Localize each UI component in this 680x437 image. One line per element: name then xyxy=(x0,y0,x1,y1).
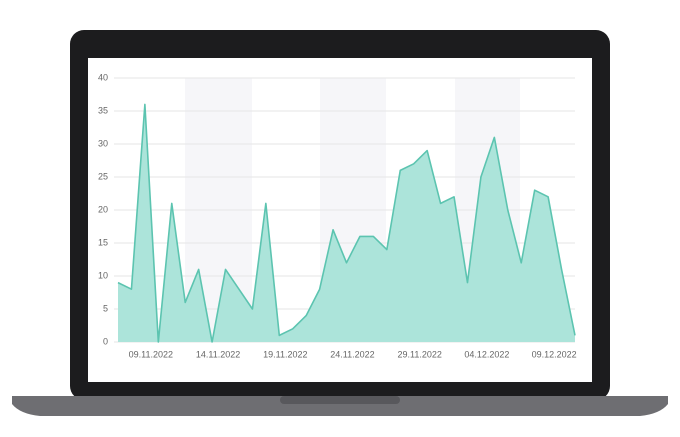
y-tick-label: 40 xyxy=(98,72,108,82)
area-line xyxy=(117,103,576,343)
y-tick-label: 35 xyxy=(98,105,108,115)
x-tick-label: 14.11.2022 xyxy=(196,349,240,359)
y-tick-label: 0 xyxy=(103,336,108,346)
y-tick-label: 10 xyxy=(98,270,108,280)
laptop-notch xyxy=(280,396,400,404)
x-tick-label: 19.11.2022 xyxy=(263,349,307,359)
y-tick-label: 25 xyxy=(98,171,108,181)
x-tick-label: 29.11.2022 xyxy=(398,349,442,359)
y-tick-label: 20 xyxy=(98,204,108,214)
x-tick-label: 04.12.2022 xyxy=(464,349,509,359)
y-tick-label: 30 xyxy=(98,138,108,148)
y-tick-label: 15 xyxy=(98,237,108,247)
laptop-base xyxy=(12,396,668,416)
chart: 0 5 10 15 20 25 30 35 40 09.11.2022 14.11.2022 19.1… xyxy=(98,72,577,359)
area-fill xyxy=(118,104,575,343)
x-tick-label: 09.11.2022 xyxy=(129,349,173,359)
x-tick-label: 09.12.2022 xyxy=(532,349,577,359)
y-tick-label: 5 xyxy=(103,303,108,313)
x-tick-label: 24.11.2022 xyxy=(330,349,374,359)
